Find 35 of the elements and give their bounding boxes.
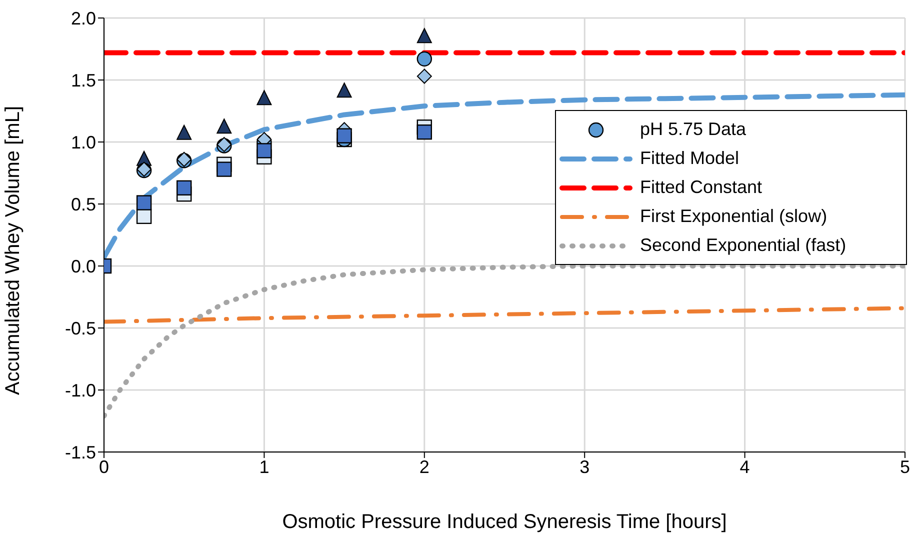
y-tick-label: 1.0: [70, 132, 96, 152]
x-tick-label: 0: [98, 456, 110, 477]
point: [416, 28, 432, 44]
y-tick-label: -1.0: [64, 380, 96, 400]
point: [176, 124, 192, 140]
y-tick-label: -1.5: [64, 442, 96, 462]
x-tick-label: 5: [900, 456, 910, 477]
legend-label: pH 5.75 Data: [640, 119, 746, 140]
point: [256, 143, 272, 158]
point: [336, 128, 352, 144]
y-tick-label: 0.0: [70, 256, 96, 276]
x-axis-title: Osmotic Pressure Induced Syneresis Time [hours]: [282, 511, 727, 533]
point: [416, 124, 432, 140]
point: [176, 180, 192, 196]
legend-label: Fitted Model: [640, 148, 740, 169]
y-tick-label: -0.5: [64, 318, 96, 338]
x-tick-label: 3: [580, 456, 590, 477]
point: [216, 162, 232, 177]
y-tick-label: 0.5: [70, 194, 96, 214]
point: [256, 90, 272, 106]
y-tick-label: 1.5: [70, 70, 96, 90]
legend-label: Fitted Constant: [640, 177, 762, 198]
x-tick-label: 4: [740, 456, 750, 477]
point: [136, 195, 152, 210]
line-series: [104, 306, 905, 324]
point: [416, 51, 432, 67]
legend-label: First Exponential (slow): [640, 206, 828, 227]
point: [216, 118, 232, 134]
x-tick-label: 1: [259, 456, 270, 477]
y-tick-label: 2.0: [70, 8, 96, 28]
legend-label: Second Exponential (fast): [640, 235, 846, 256]
y-axis-title: Accumulated Whey Volume [mL]: [2, 106, 24, 395]
x-tick-label: 2: [419, 456, 430, 477]
point: [416, 68, 432, 84]
point: [336, 82, 352, 98]
